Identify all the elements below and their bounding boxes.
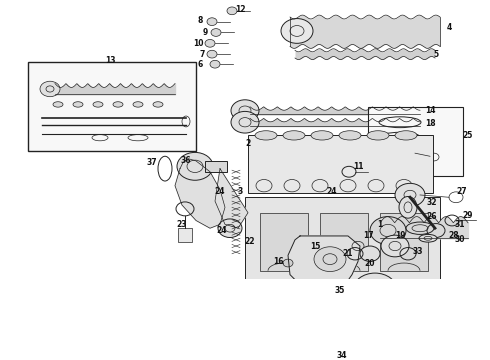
Bar (380, 213, 428, 271)
Ellipse shape (419, 234, 437, 242)
Bar (260, 213, 308, 271)
Text: 11: 11 (353, 162, 363, 171)
Text: 32: 32 (427, 198, 437, 207)
Text: 25: 25 (463, 131, 473, 140)
Circle shape (314, 247, 346, 271)
Ellipse shape (73, 102, 83, 107)
Text: 31: 31 (455, 220, 465, 229)
Text: 5: 5 (434, 50, 439, 59)
Text: 28: 28 (449, 231, 459, 240)
Text: 9: 9 (202, 28, 208, 37)
Bar (320, 213, 368, 271)
Text: 34: 34 (337, 351, 347, 360)
Text: 26: 26 (427, 212, 437, 221)
Text: 8: 8 (197, 17, 203, 26)
Ellipse shape (367, 131, 389, 140)
Text: 10: 10 (193, 39, 203, 48)
Text: 14: 14 (425, 106, 435, 115)
Circle shape (218, 219, 242, 238)
Circle shape (211, 29, 221, 36)
Bar (28, 62, 196, 151)
Polygon shape (248, 303, 440, 352)
Text: 33: 33 (413, 247, 423, 256)
Circle shape (207, 18, 217, 26)
Ellipse shape (133, 102, 143, 107)
Circle shape (40, 81, 60, 97)
Text: 37: 37 (147, 158, 157, 167)
Text: 16: 16 (273, 257, 283, 266)
Bar (205, 161, 227, 172)
Polygon shape (215, 168, 248, 228)
Text: 20: 20 (365, 258, 375, 267)
Circle shape (283, 259, 293, 267)
Circle shape (395, 183, 425, 207)
Bar (178, 228, 192, 242)
Text: 24: 24 (215, 187, 225, 196)
Ellipse shape (93, 102, 103, 107)
Text: 36: 36 (181, 156, 191, 165)
Text: 1: 1 (377, 220, 383, 229)
Text: 24: 24 (217, 226, 227, 235)
Circle shape (370, 217, 406, 244)
Text: 30: 30 (455, 235, 465, 244)
Text: 19: 19 (395, 231, 405, 240)
Text: 35: 35 (335, 285, 345, 294)
Text: 7: 7 (199, 50, 205, 59)
Circle shape (210, 60, 220, 68)
Circle shape (281, 19, 313, 43)
Circle shape (360, 246, 380, 261)
Text: 13: 13 (105, 56, 115, 65)
Polygon shape (175, 159, 225, 228)
Text: 2: 2 (245, 139, 250, 148)
Text: 24: 24 (327, 187, 337, 196)
Text: 17: 17 (363, 231, 373, 240)
Circle shape (227, 7, 237, 15)
Circle shape (177, 152, 213, 180)
Text: 27: 27 (457, 187, 467, 196)
Text: 12: 12 (235, 5, 245, 14)
Ellipse shape (339, 131, 361, 140)
Text: 23: 23 (177, 220, 187, 229)
Circle shape (231, 100, 259, 121)
Text: 6: 6 (197, 60, 203, 69)
Circle shape (205, 40, 215, 47)
Text: 4: 4 (446, 23, 452, 32)
Ellipse shape (395, 131, 417, 140)
Circle shape (207, 50, 217, 58)
Circle shape (381, 235, 409, 257)
Circle shape (353, 273, 397, 307)
Bar (368, 107, 463, 176)
Bar (248, 135, 433, 193)
Ellipse shape (255, 131, 277, 140)
Ellipse shape (399, 197, 417, 218)
Text: 29: 29 (463, 211, 473, 220)
Text: 3: 3 (237, 187, 243, 196)
Bar (245, 197, 440, 290)
Circle shape (231, 111, 259, 133)
Text: 15: 15 (310, 242, 320, 251)
Text: 21: 21 (343, 249, 353, 258)
Text: 18: 18 (425, 119, 435, 128)
Ellipse shape (283, 131, 305, 140)
Ellipse shape (113, 102, 123, 107)
Polygon shape (288, 236, 360, 285)
Bar (248, 294, 438, 303)
Text: 22: 22 (245, 237, 255, 246)
Ellipse shape (53, 102, 63, 107)
Ellipse shape (153, 102, 163, 107)
Ellipse shape (311, 131, 333, 140)
